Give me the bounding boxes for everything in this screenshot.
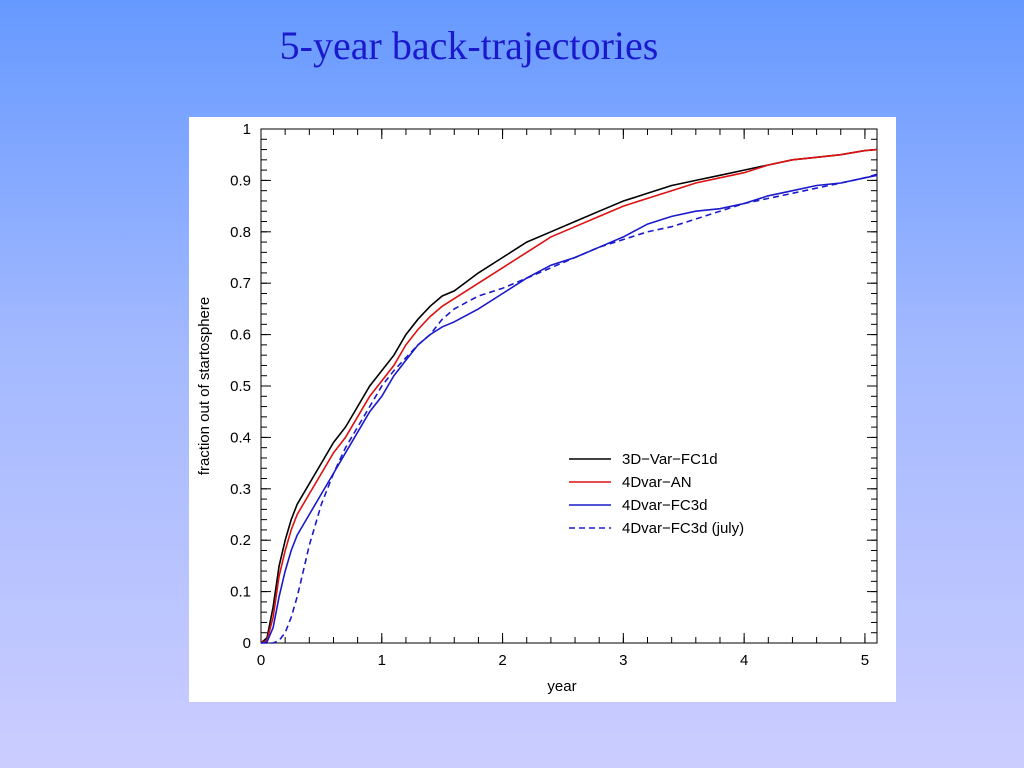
y-tick-label: 0.1: [230, 584, 251, 601]
chart-panel: 0 1 2 3 4 5 0 0.1 0.2 0.3 0.4 0.5 0.6 0.7 0.8 0.9 1 year…: [189, 117, 896, 702]
x-tick-label: 2: [498, 652, 506, 669]
y-tick-label: 0.5: [230, 378, 251, 395]
series-line-2: [260, 148, 878, 644]
legend: 3D−Var−FC1d 4Dvar−AN 4Dvar−FC3d 4Dvar−FC3d …: [569, 451, 744, 537]
legend-label-2: 4Dvar−AN: [622, 474, 692, 491]
y-tick-label: 0.2: [230, 532, 251, 549]
series-line-3: [260, 174, 878, 644]
plot-frame: [260, 128, 878, 644]
ticks-layer: 0 1 2 3 4 5 0 0.1 0.2 0.3 0.4 0.5 0.6 0.7 0.8 0.9 1: [230, 121, 877, 669]
y-tick-label: 1: [243, 121, 251, 138]
series-line-1: [260, 148, 878, 644]
x-tick-label: 1: [378, 652, 386, 669]
y-tick-label: 0.3: [230, 481, 251, 498]
legend-label-1: 3D−Var−FC1d: [622, 451, 718, 468]
legend-label-4: 4Dvar−FC3d (july): [622, 520, 744, 537]
y-axis-label: fraction out of startosphere: [196, 297, 213, 475]
y-tick-label: 0.7: [230, 275, 251, 292]
x-tick-label: 0: [257, 652, 265, 669]
x-tick-label: 4: [740, 652, 748, 669]
series-line-4: [261, 173, 878, 644]
y-tick-label: 0.6: [230, 327, 251, 344]
x-tick-label: 5: [861, 652, 869, 669]
line-chart: 0 1 2 3 4 5 0 0.1 0.2 0.3 0.4 0.5 0.6 0.7 0.8 0.9 1 year…: [196, 121, 878, 695]
x-axis-label: year: [547, 678, 576, 695]
y-tick-label: 0: [243, 635, 251, 652]
y-tick-label: 0.9: [230, 172, 251, 189]
slide-title: 5-year back-trajectories: [279, 23, 659, 68]
series-layer: [260, 148, 878, 644]
y-tick-label: 0.8: [230, 224, 251, 241]
x-tick-label: 3: [619, 652, 627, 669]
legend-label-3: 4Dvar−FC3d: [622, 497, 707, 514]
y-tick-label: 0.4: [230, 429, 251, 446]
